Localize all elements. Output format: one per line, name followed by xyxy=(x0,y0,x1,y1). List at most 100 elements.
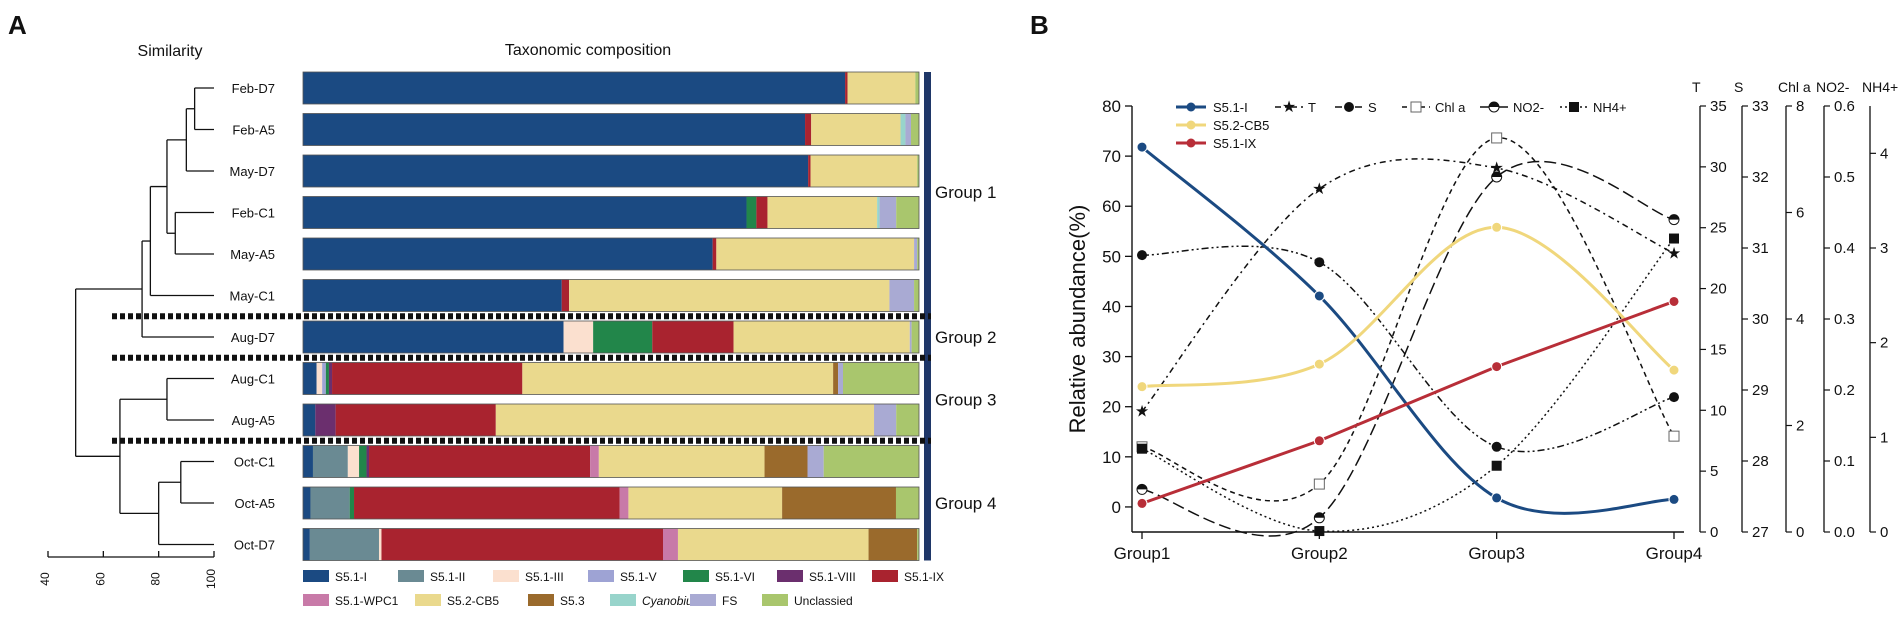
legend-label: NH4+ xyxy=(1593,100,1627,115)
legend-entry: S5.1-I xyxy=(303,570,367,584)
legend-entry: S5.1-III xyxy=(493,570,564,584)
bar-outline xyxy=(302,71,920,105)
legend-swatch xyxy=(777,570,803,582)
env-series xyxy=(1136,132,1680,502)
legend-label: S5.1-I xyxy=(1213,100,1248,115)
bar-segment xyxy=(843,362,919,395)
bar-segment xyxy=(303,528,310,561)
env-marker xyxy=(1137,443,1147,454)
env-axis-tick-label: 35 xyxy=(1710,98,1727,115)
legend-swatch xyxy=(872,570,898,582)
dendrogram-tick-label: 80 xyxy=(149,572,163,586)
sample-label: Feb-A5 xyxy=(232,123,275,138)
abundance-point xyxy=(1313,435,1325,447)
env-marker xyxy=(1410,101,1422,113)
bar-segment xyxy=(807,445,824,478)
group-labels: Group 1 Group 2 Group 3 Group 4 xyxy=(935,183,996,513)
legend-label: S5.2-CB5 xyxy=(447,594,499,608)
sample-label: Oct-C1 xyxy=(234,455,275,470)
bar-segment xyxy=(325,362,329,395)
bar-segment xyxy=(332,362,523,395)
env-axis-tick-label: 5 xyxy=(1710,463,1718,480)
bar-segment xyxy=(746,196,757,229)
group-label: Group 4 xyxy=(935,494,996,513)
legend-entry: S5.2-CB5 xyxy=(415,594,499,608)
bar-segment xyxy=(868,528,918,561)
legend-label: S5.1-IX xyxy=(904,570,944,584)
bar-segment xyxy=(896,404,919,436)
abundance-series xyxy=(1136,141,1680,515)
abundance-point xyxy=(1668,364,1680,376)
dendrogram-tick-label: 100 xyxy=(204,569,218,589)
bar-segment xyxy=(590,445,599,478)
bar-outline xyxy=(302,486,920,520)
y-axis-label: Relative abundance(%) xyxy=(1065,205,1090,434)
env-marker xyxy=(1669,233,1679,244)
bar-segment xyxy=(619,487,629,519)
env-axis-tick-label: 0.3 xyxy=(1834,311,1855,328)
legend-entry: Cyanobium xyxy=(610,594,703,608)
bar-segment xyxy=(917,155,919,187)
env-axis-tick-label: 29 xyxy=(1752,382,1769,399)
legend-label: NO2- xyxy=(1513,100,1544,115)
env-axis-tick-label: 4 xyxy=(1796,311,1804,328)
bar-segment xyxy=(303,445,313,478)
env-axis-label: NO2- xyxy=(1816,79,1850,95)
env-axis: 0 1 2 3 4 NH4+ xyxy=(1862,79,1898,541)
legend-marker xyxy=(1186,138,1196,148)
env-marker xyxy=(1491,441,1502,452)
abundance-point xyxy=(1668,493,1680,505)
legend-swatch xyxy=(690,594,716,606)
bar-row: May-C1 xyxy=(229,279,920,312)
env-marker xyxy=(1491,460,1502,471)
group-strip xyxy=(924,72,931,561)
env-marker: ★ xyxy=(1312,181,1326,198)
sample-label: Oct-A5 xyxy=(235,496,275,511)
legend-label: Chl a xyxy=(1435,100,1466,115)
env-axis-label: S xyxy=(1734,79,1743,95)
x-tick-label: Group3 xyxy=(1468,544,1525,563)
bar-segment xyxy=(354,487,620,519)
bar-row: Oct-D7 xyxy=(234,528,920,561)
env-axis-tick-label: 1 xyxy=(1880,429,1888,446)
bar-row: Aug-D7 xyxy=(231,320,920,354)
legend-swatch xyxy=(762,594,788,606)
bar-segment xyxy=(896,196,919,229)
legend-entry: S5.1-VI xyxy=(683,570,755,584)
env-line xyxy=(1141,137,1675,502)
bar-segment xyxy=(733,321,910,353)
sample-label: May-D7 xyxy=(229,164,275,179)
bar-segment xyxy=(677,528,869,561)
bar-outline xyxy=(302,403,920,437)
legend-label: S5.1-VIII xyxy=(809,570,856,584)
sample-label: Feb-D7 xyxy=(232,81,275,96)
env-axis: 0.0 0.1 0.2 0.3 0.4 0.5 0.6 NO2- xyxy=(1816,79,1855,541)
bar-segment xyxy=(366,445,370,478)
bar-segment xyxy=(598,445,765,478)
legend-entry: S5.1-V xyxy=(588,570,657,584)
bar-outline xyxy=(302,237,920,271)
bar-segment xyxy=(309,528,379,561)
env-axis-tick-label: 0 xyxy=(1880,524,1888,541)
env-axis-tick-label: 32 xyxy=(1752,169,1769,186)
bar-segment xyxy=(303,113,806,146)
abundance-line xyxy=(1141,300,1675,505)
env-axis-tick-label: 0.0 xyxy=(1834,524,1855,541)
env-axis-tick-label: 0.6 xyxy=(1834,98,1855,115)
abundance-point xyxy=(1313,358,1325,370)
bar-segment xyxy=(315,404,336,436)
env-marker xyxy=(1314,526,1325,537)
group-label: Group 2 xyxy=(935,328,996,347)
bar-segment xyxy=(369,445,591,478)
bar-segment xyxy=(335,404,496,436)
abundance-point xyxy=(1491,221,1503,233)
bar-segment xyxy=(563,321,594,353)
bar-segment xyxy=(569,279,890,312)
env-axis-tick-label: 0.4 xyxy=(1834,240,1855,257)
bar-segment xyxy=(495,404,875,436)
abundance-point xyxy=(1491,492,1503,504)
bar-outline xyxy=(302,154,920,188)
bar-segment xyxy=(303,362,317,395)
bar-segment xyxy=(805,113,812,146)
